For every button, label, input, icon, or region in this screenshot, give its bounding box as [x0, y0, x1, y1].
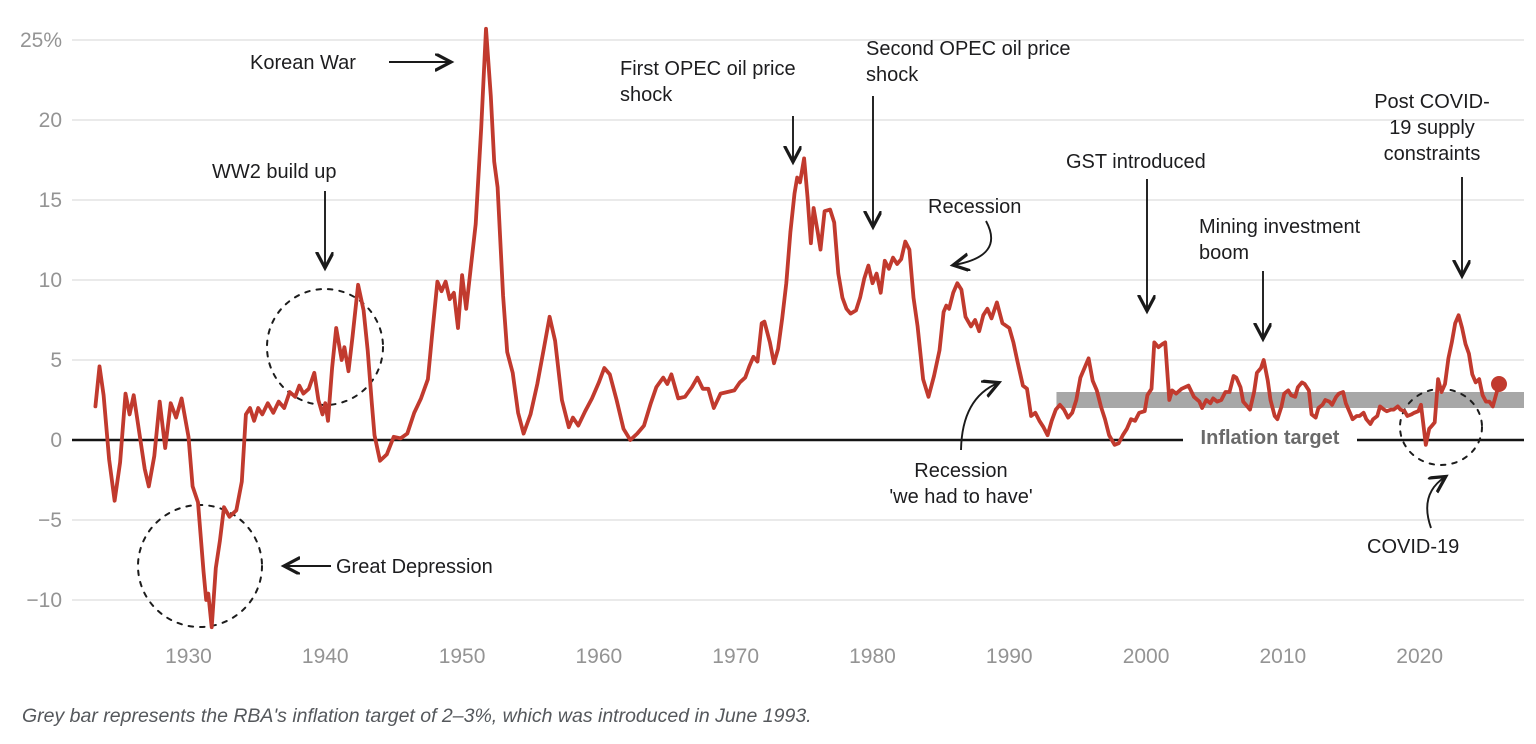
- y-tick--5: −5: [38, 509, 62, 532]
- annotation-gst: GST introduced: [1066, 151, 1206, 173]
- y-tick-5: 5: [50, 349, 62, 372]
- y-tick-15: 15: [39, 189, 62, 212]
- recession-90s-arrow: [960, 383, 998, 451]
- x-tick-2020: 2020: [1396, 645, 1443, 668]
- latest-value-dot: [1491, 376, 1508, 392]
- annotation-recession-80s: Recession: [928, 196, 1022, 218]
- annotation-korean-war: Korean War: [250, 52, 356, 74]
- annotation-post-covid: Post COVID- 19 supply constraints: [1374, 91, 1490, 165]
- inflation-line-chart: 25% 20 15 10 5 0 −5 −10 1930 1940 1950 1960 1970 1980…: [20, 26, 1524, 668]
- x-tick-1930: 1930: [165, 645, 212, 668]
- recession-80s-arrow: [954, 220, 992, 265]
- x-tick-1960: 1960: [576, 645, 623, 668]
- y-tick-10: 10: [39, 269, 62, 292]
- annotation-first-opec: First OPEC oil price shock: [620, 58, 796, 106]
- chart-footnote: Grey bar represents the RBA's inflation …: [22, 705, 812, 727]
- y-tick-20: 20: [39, 109, 62, 132]
- annotation-mining-boom: Mining investment boom: [1199, 216, 1361, 264]
- x-tick-2010: 2010: [1260, 645, 1307, 668]
- annotation-recession-90s: Recession 'we had to have': [889, 460, 1033, 508]
- y-tick-25: 25%: [20, 29, 62, 52]
- annotation-ww2: WW2 build up: [212, 161, 337, 183]
- x-tick-2000: 2000: [1123, 645, 1170, 668]
- y-tick--10: −10: [26, 589, 62, 612]
- end-dot: [1491, 376, 1508, 392]
- x-tick-1990: 1990: [986, 645, 1033, 668]
- y-tick-0: 0: [50, 429, 62, 452]
- ww2-dashed-circle: [266, 288, 384, 406]
- target-band-rect: [1056, 392, 1524, 408]
- annotation-arrows: [285, 62, 1462, 566]
- x-tick-1940: 1940: [302, 645, 349, 668]
- inflation-target-label: Inflation target: [1183, 427, 1357, 450]
- annotation-great-depression: Great Depression: [336, 556, 493, 578]
- gridlines: [72, 39, 1524, 601]
- x-tick-1980: 1980: [849, 645, 896, 668]
- annotation-covid: COVID-19: [1367, 536, 1460, 558]
- inflation-target-band: [1056, 392, 1524, 408]
- axis-tick-labels: 25% 20 15 10 5 0 −5 −10 1930 1940 1950 1960 1970 1980…: [20, 29, 1443, 668]
- inflation-line: [93, 26, 1501, 630]
- x-tick-1970: 1970: [712, 645, 759, 668]
- covid-arrow: [1426, 477, 1445, 529]
- x-tick-1950: 1950: [439, 645, 486, 668]
- annotation-second-opec: Second OPEC oil price shock: [866, 38, 1071, 86]
- inflation-series-path: [93, 26, 1501, 630]
